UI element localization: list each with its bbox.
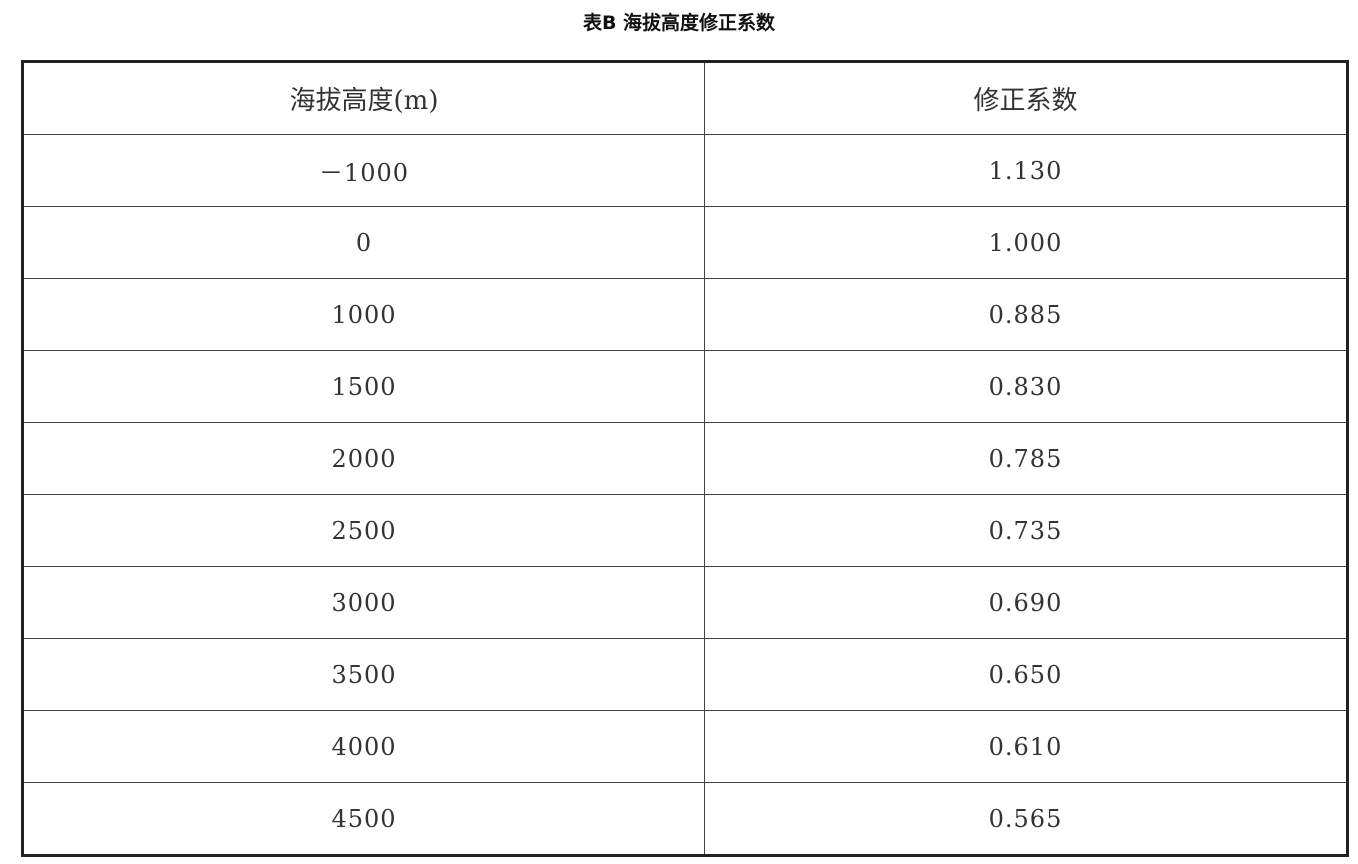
coefficient-cell: 0.885 bbox=[704, 278, 1348, 351]
altitude-cell: 3000 bbox=[22, 566, 705, 639]
coefficient-cell: 0.650 bbox=[704, 638, 1348, 711]
table-title: 表B 海拔高度修正系数 bbox=[582, 12, 776, 34]
table-row: 0 1.000 bbox=[22, 206, 1348, 279]
altitude-cell: 3500 bbox=[22, 638, 705, 711]
table-row: 1000 0.885 bbox=[22, 278, 1348, 351]
table-row: 1500 0.830 bbox=[22, 350, 1348, 423]
coefficient-cell: 0.565 bbox=[704, 782, 1348, 856]
altitude-cell: 4000 bbox=[22, 710, 705, 783]
table-row: 3000 0.690 bbox=[22, 566, 1348, 639]
coefficient-cell: 1.000 bbox=[704, 206, 1348, 279]
header-row: 海拔高度(m) 修正系数 bbox=[22, 61, 1348, 135]
coefficient-cell: 0.610 bbox=[704, 710, 1348, 783]
header-altitude: 海拔高度(m) bbox=[22, 61, 705, 135]
altitude-cell: 0 bbox=[22, 206, 705, 279]
coefficient-cell: 0.830 bbox=[704, 350, 1348, 423]
altitude-cell: 4500 bbox=[22, 782, 705, 856]
table-row: 2500 0.735 bbox=[22, 494, 1348, 567]
altitude-cell: 1500 bbox=[22, 350, 705, 423]
altitude-correction-table: 海拔高度(m) 修正系数 －1000 1.130 0 1.000 1000 0.885 15… bbox=[21, 60, 1349, 857]
altitude-cell: 2500 bbox=[22, 494, 705, 567]
table-row: －1000 1.130 bbox=[22, 134, 1348, 207]
table-row: 4500 0.565 bbox=[22, 782, 1348, 856]
table-row: 3500 0.650 bbox=[22, 638, 1348, 711]
table-row: 2000 0.785 bbox=[22, 422, 1348, 495]
header-coefficient: 修正系数 bbox=[704, 61, 1348, 135]
coefficient-cell: 0.735 bbox=[704, 494, 1348, 567]
altitude-cell: 2000 bbox=[22, 422, 705, 495]
altitude-cell: －1000 bbox=[22, 134, 705, 207]
coefficient-cell: 0.690 bbox=[704, 566, 1348, 639]
coefficient-cell: 0.785 bbox=[704, 422, 1348, 495]
table-row: 4000 0.610 bbox=[22, 710, 1348, 783]
coefficient-cell: 1.130 bbox=[704, 134, 1348, 207]
altitude-cell: 1000 bbox=[22, 278, 705, 351]
